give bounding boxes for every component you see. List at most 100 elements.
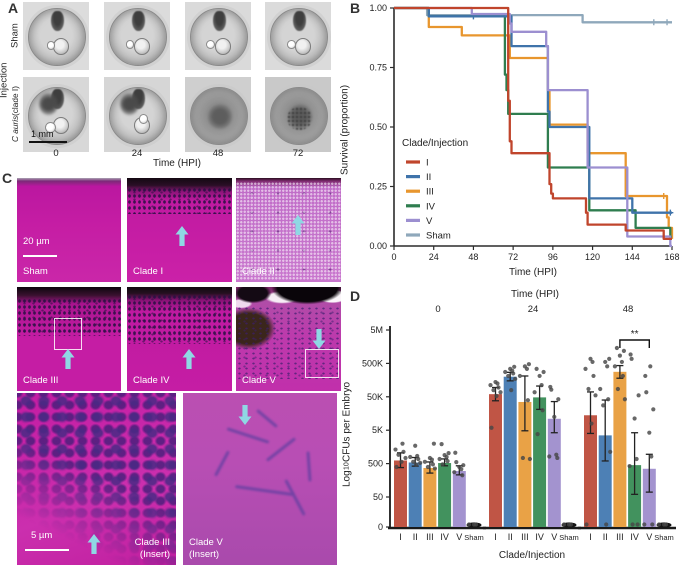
data-dot (619, 359, 624, 365)
embryo-head (51, 10, 64, 31)
data-dot (408, 454, 413, 460)
arrow-glyph (312, 328, 326, 349)
oil-droplet (44, 122, 56, 134)
data-dot (427, 455, 432, 461)
data-dot (415, 453, 420, 459)
survival-curve-Sham (394, 6, 672, 24)
scale-bar (29, 141, 67, 143)
facet-label: 0 (435, 304, 440, 315)
significance-stars: ** (631, 329, 639, 340)
data-dot (590, 359, 595, 365)
panel-a-x-tick: 72 (292, 148, 304, 159)
data-dot (591, 373, 596, 379)
oil-droplet (287, 40, 296, 50)
histology-tile-clade2: Clade II (236, 178, 341, 282)
censor-mark (660, 193, 667, 200)
panel-c-label: C (2, 170, 13, 186)
cyan-arrow-icon (312, 328, 326, 349)
panel-a-row-label-cauris: C auris (clade I) (9, 74, 21, 154)
data-dot (608, 449, 613, 455)
data-dot (413, 443, 418, 448)
y-tick-label: 1.00 (369, 3, 387, 13)
data-dot (627, 463, 632, 469)
significance-bracket (619, 339, 650, 348)
category-label: IV (440, 532, 449, 542)
data-dot (588, 356, 593, 361)
data-dot (432, 466, 437, 471)
category-label: IV (630, 532, 639, 542)
data-dot (461, 463, 466, 468)
category-label: I (399, 532, 402, 542)
data-dot (532, 390, 537, 395)
data-dot (418, 460, 423, 465)
micrograph-tile (265, 77, 331, 152)
data-dot (498, 390, 503, 395)
data-dot (493, 379, 498, 385)
x-tick-label: 72 (508, 252, 518, 262)
data-dot (642, 522, 647, 527)
data-dot (457, 464, 462, 470)
arrow-glyph (238, 405, 252, 426)
hyphae-filament (235, 485, 294, 497)
dark-lesion (120, 93, 140, 116)
panel-d-facet-title: Time (HPI) (511, 289, 559, 300)
bar-I (489, 394, 502, 527)
data-dot (635, 522, 640, 527)
embryo (109, 8, 167, 66)
micrograph-tile (104, 77, 170, 152)
legend-label-II: II (426, 172, 431, 183)
facet-label: 48 (623, 304, 634, 315)
data-dot (454, 460, 459, 465)
survival-plot: 0 24 48 72 96 120 144 168 1.00 0.75 0.50 0.25 0.00 Ti… (369, 3, 679, 278)
tile-label: Clade II (242, 266, 275, 278)
embryo-yolk (52, 38, 70, 56)
arrow-glyph (291, 215, 305, 236)
scale-bar-label: 5 µm (31, 530, 53, 541)
panel-a-row-label-sham: Sham (9, 23, 21, 49)
x-tick-label: 168 (664, 252, 679, 262)
category-label: III (616, 532, 624, 542)
hyphae-filament (306, 451, 312, 482)
data-dot (589, 421, 594, 426)
embryo-yolk (133, 38, 151, 56)
cell-speckle-layer (127, 294, 232, 345)
data-dot (632, 416, 637, 421)
data-dot (430, 462, 435, 467)
micrograph-tile (23, 77, 89, 152)
facet-label: 24 (528, 304, 539, 315)
data-dot (603, 359, 608, 365)
category-label: I (494, 532, 497, 542)
hyphae-filament (255, 409, 278, 429)
embryo-yolk (214, 38, 232, 56)
y-tick-label: 5K (372, 425, 383, 435)
granular-debris (286, 106, 313, 131)
cyan-arrow-icon (61, 349, 75, 370)
embryo-head (132, 10, 145, 31)
oil-droplet (206, 39, 216, 50)
legend-label-Sham: Sham (426, 231, 451, 242)
embryo (270, 86, 328, 145)
data-dot (411, 459, 416, 464)
legend-title: Clade/Injection (402, 138, 468, 149)
data-dot (399, 459, 404, 464)
embryo-head (213, 10, 226, 31)
data-dot (614, 345, 619, 351)
y-tick-label: 0.25 (369, 182, 387, 192)
bar-I (584, 415, 597, 527)
y-tick-label: 0.50 (369, 122, 387, 132)
data-dot (534, 366, 539, 371)
data-dot (604, 522, 609, 527)
bar-I (394, 460, 407, 527)
data-dot (520, 455, 525, 461)
legend-label-I: I (426, 158, 429, 169)
category-label: I (589, 532, 592, 542)
data-dot (522, 364, 527, 369)
x-tick-label: 48 (468, 252, 478, 262)
insert-label: Clade V (Insert) (189, 537, 223, 561)
panel-a-x-tick: 48 (212, 148, 224, 159)
data-dot (509, 388, 514, 393)
panel-a-x-tick: 24 (131, 148, 143, 159)
panel-d-label: D (350, 288, 361, 304)
data-dot (517, 373, 522, 379)
micrograph-tile (265, 2, 331, 70)
